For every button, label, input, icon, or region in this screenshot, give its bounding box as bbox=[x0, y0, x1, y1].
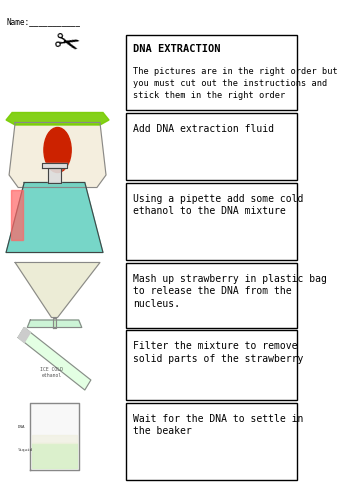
FancyBboxPatch shape bbox=[126, 182, 297, 260]
Text: Filter the mixture to remove
solid parts of the strawberry: Filter the mixture to remove solid parts… bbox=[133, 341, 304, 364]
Polygon shape bbox=[32, 435, 77, 442]
FancyBboxPatch shape bbox=[126, 330, 297, 400]
Polygon shape bbox=[11, 190, 23, 240]
Text: Mash up strawberry in plastic bag
to release the DNA from the
nucleus.: Mash up strawberry in plastic bag to rel… bbox=[133, 274, 327, 309]
Polygon shape bbox=[6, 182, 103, 252]
Polygon shape bbox=[18, 328, 30, 342]
Polygon shape bbox=[15, 262, 100, 318]
FancyBboxPatch shape bbox=[126, 112, 297, 180]
Polygon shape bbox=[53, 318, 56, 328]
Text: Using a pipette add some cold
ethanol to the DNA mixture: Using a pipette add some cold ethanol to… bbox=[133, 194, 304, 216]
Polygon shape bbox=[27, 320, 82, 328]
Polygon shape bbox=[9, 122, 106, 188]
Polygon shape bbox=[48, 168, 61, 182]
Text: Wait for the DNA to settle in
the beaker: Wait for the DNA to settle in the beaker bbox=[133, 414, 304, 436]
Text: Add DNA extraction fluid: Add DNA extraction fluid bbox=[133, 124, 274, 134]
Polygon shape bbox=[42, 162, 67, 168]
Text: Name:___________: Name:___________ bbox=[6, 18, 80, 26]
Text: liquid: liquid bbox=[18, 448, 33, 452]
FancyBboxPatch shape bbox=[126, 402, 297, 480]
Polygon shape bbox=[6, 112, 109, 125]
Text: DNA: DNA bbox=[18, 426, 26, 430]
Text: The pictures are in the right order but
you must cut out the instructions and
st: The pictures are in the right order but … bbox=[133, 68, 338, 100]
FancyBboxPatch shape bbox=[126, 35, 297, 110]
Polygon shape bbox=[18, 328, 91, 390]
Polygon shape bbox=[30, 402, 79, 470]
Polygon shape bbox=[32, 442, 77, 468]
Text: DNA EXTRACTION: DNA EXTRACTION bbox=[133, 44, 221, 54]
Circle shape bbox=[44, 128, 71, 172]
Text: ICE COLD
ethanol: ICE COLD ethanol bbox=[40, 367, 63, 378]
FancyBboxPatch shape bbox=[126, 262, 297, 328]
Text: ✂: ✂ bbox=[51, 28, 83, 62]
